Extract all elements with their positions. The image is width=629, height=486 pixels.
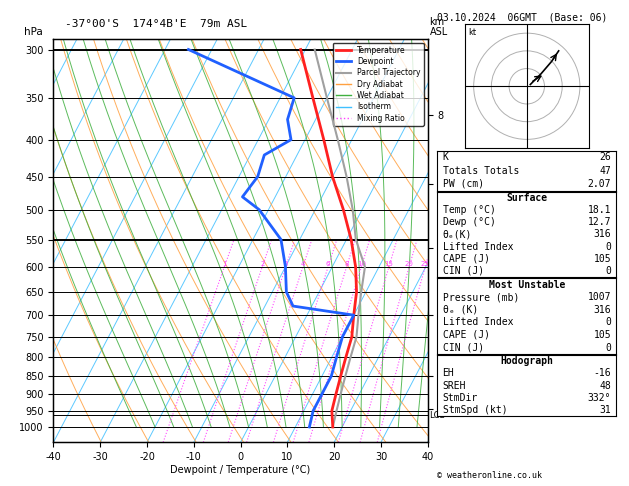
Text: 48: 48 — [599, 381, 611, 391]
Text: 2: 2 — [260, 261, 264, 267]
Text: EH: EH — [443, 368, 454, 379]
X-axis label: Dewpoint / Temperature (°C): Dewpoint / Temperature (°C) — [170, 465, 311, 475]
Text: 3: 3 — [284, 261, 288, 267]
Text: CIN (J): CIN (J) — [443, 343, 484, 352]
Text: 1: 1 — [222, 261, 226, 267]
Text: 105: 105 — [593, 254, 611, 264]
Text: LCL: LCL — [429, 411, 444, 419]
Text: Surface: Surface — [506, 193, 547, 203]
Text: -37°00'S  174°4B'E  79m ASL: -37°00'S 174°4B'E 79m ASL — [65, 19, 247, 29]
Text: StmSpd (kt): StmSpd (kt) — [443, 405, 507, 415]
Text: km
ASL: km ASL — [430, 17, 448, 37]
Text: 18.1: 18.1 — [587, 205, 611, 215]
Text: 10: 10 — [357, 261, 366, 267]
Text: CIN (J): CIN (J) — [443, 266, 484, 276]
Text: 20: 20 — [404, 261, 414, 267]
Legend: Temperature, Dewpoint, Parcel Trajectory, Dry Adiabat, Wet Adiabat, Isotherm, Mi: Temperature, Dewpoint, Parcel Trajectory… — [333, 43, 424, 125]
Text: 25: 25 — [421, 261, 430, 267]
Text: 316: 316 — [593, 305, 611, 315]
Text: K: K — [443, 152, 448, 162]
Text: 316: 316 — [593, 229, 611, 240]
Text: Pressure (mb): Pressure (mb) — [443, 292, 519, 302]
Text: 15: 15 — [384, 261, 393, 267]
Text: hPa: hPa — [23, 27, 42, 37]
Text: Hodograph: Hodograph — [500, 356, 554, 366]
Text: PW (cm): PW (cm) — [443, 179, 484, 189]
Text: Lifted Index: Lifted Index — [443, 317, 513, 328]
Text: 0: 0 — [605, 343, 611, 352]
Text: Lifted Index: Lifted Index — [443, 242, 513, 252]
Text: 26: 26 — [599, 152, 611, 162]
Text: Most Unstable: Most Unstable — [489, 280, 565, 290]
Text: 105: 105 — [593, 330, 611, 340]
Text: 6: 6 — [326, 261, 330, 267]
Text: Temp (°C): Temp (°C) — [443, 205, 496, 215]
Text: 0: 0 — [605, 242, 611, 252]
Text: 2.07: 2.07 — [587, 179, 611, 189]
Text: θₑ (K): θₑ (K) — [443, 305, 478, 315]
Text: -16: -16 — [593, 368, 611, 379]
Text: 31: 31 — [599, 405, 611, 415]
Text: 1007: 1007 — [587, 292, 611, 302]
Text: © weatheronline.co.uk: © weatheronline.co.uk — [437, 471, 542, 480]
Text: CAPE (J): CAPE (J) — [443, 254, 489, 264]
Text: 47: 47 — [599, 166, 611, 175]
Text: StmDir: StmDir — [443, 393, 478, 403]
Text: CAPE (J): CAPE (J) — [443, 330, 489, 340]
Text: 0: 0 — [605, 317, 611, 328]
Text: 03.10.2024  06GMT  (Base: 06): 03.10.2024 06GMT (Base: 06) — [437, 12, 608, 22]
Text: kt: kt — [469, 28, 477, 37]
Text: Dewp (°C): Dewp (°C) — [443, 217, 496, 227]
Text: SREH: SREH — [443, 381, 466, 391]
Text: 332°: 332° — [587, 393, 611, 403]
Text: θₑ(K): θₑ(K) — [443, 229, 472, 240]
Text: 4: 4 — [301, 261, 305, 267]
Text: 0: 0 — [605, 266, 611, 276]
Y-axis label: Mixing Ratio (g/kg): Mixing Ratio (g/kg) — [457, 194, 467, 287]
Text: 12.7: 12.7 — [587, 217, 611, 227]
Text: Totals Totals: Totals Totals — [443, 166, 519, 175]
Text: 8: 8 — [344, 261, 349, 267]
